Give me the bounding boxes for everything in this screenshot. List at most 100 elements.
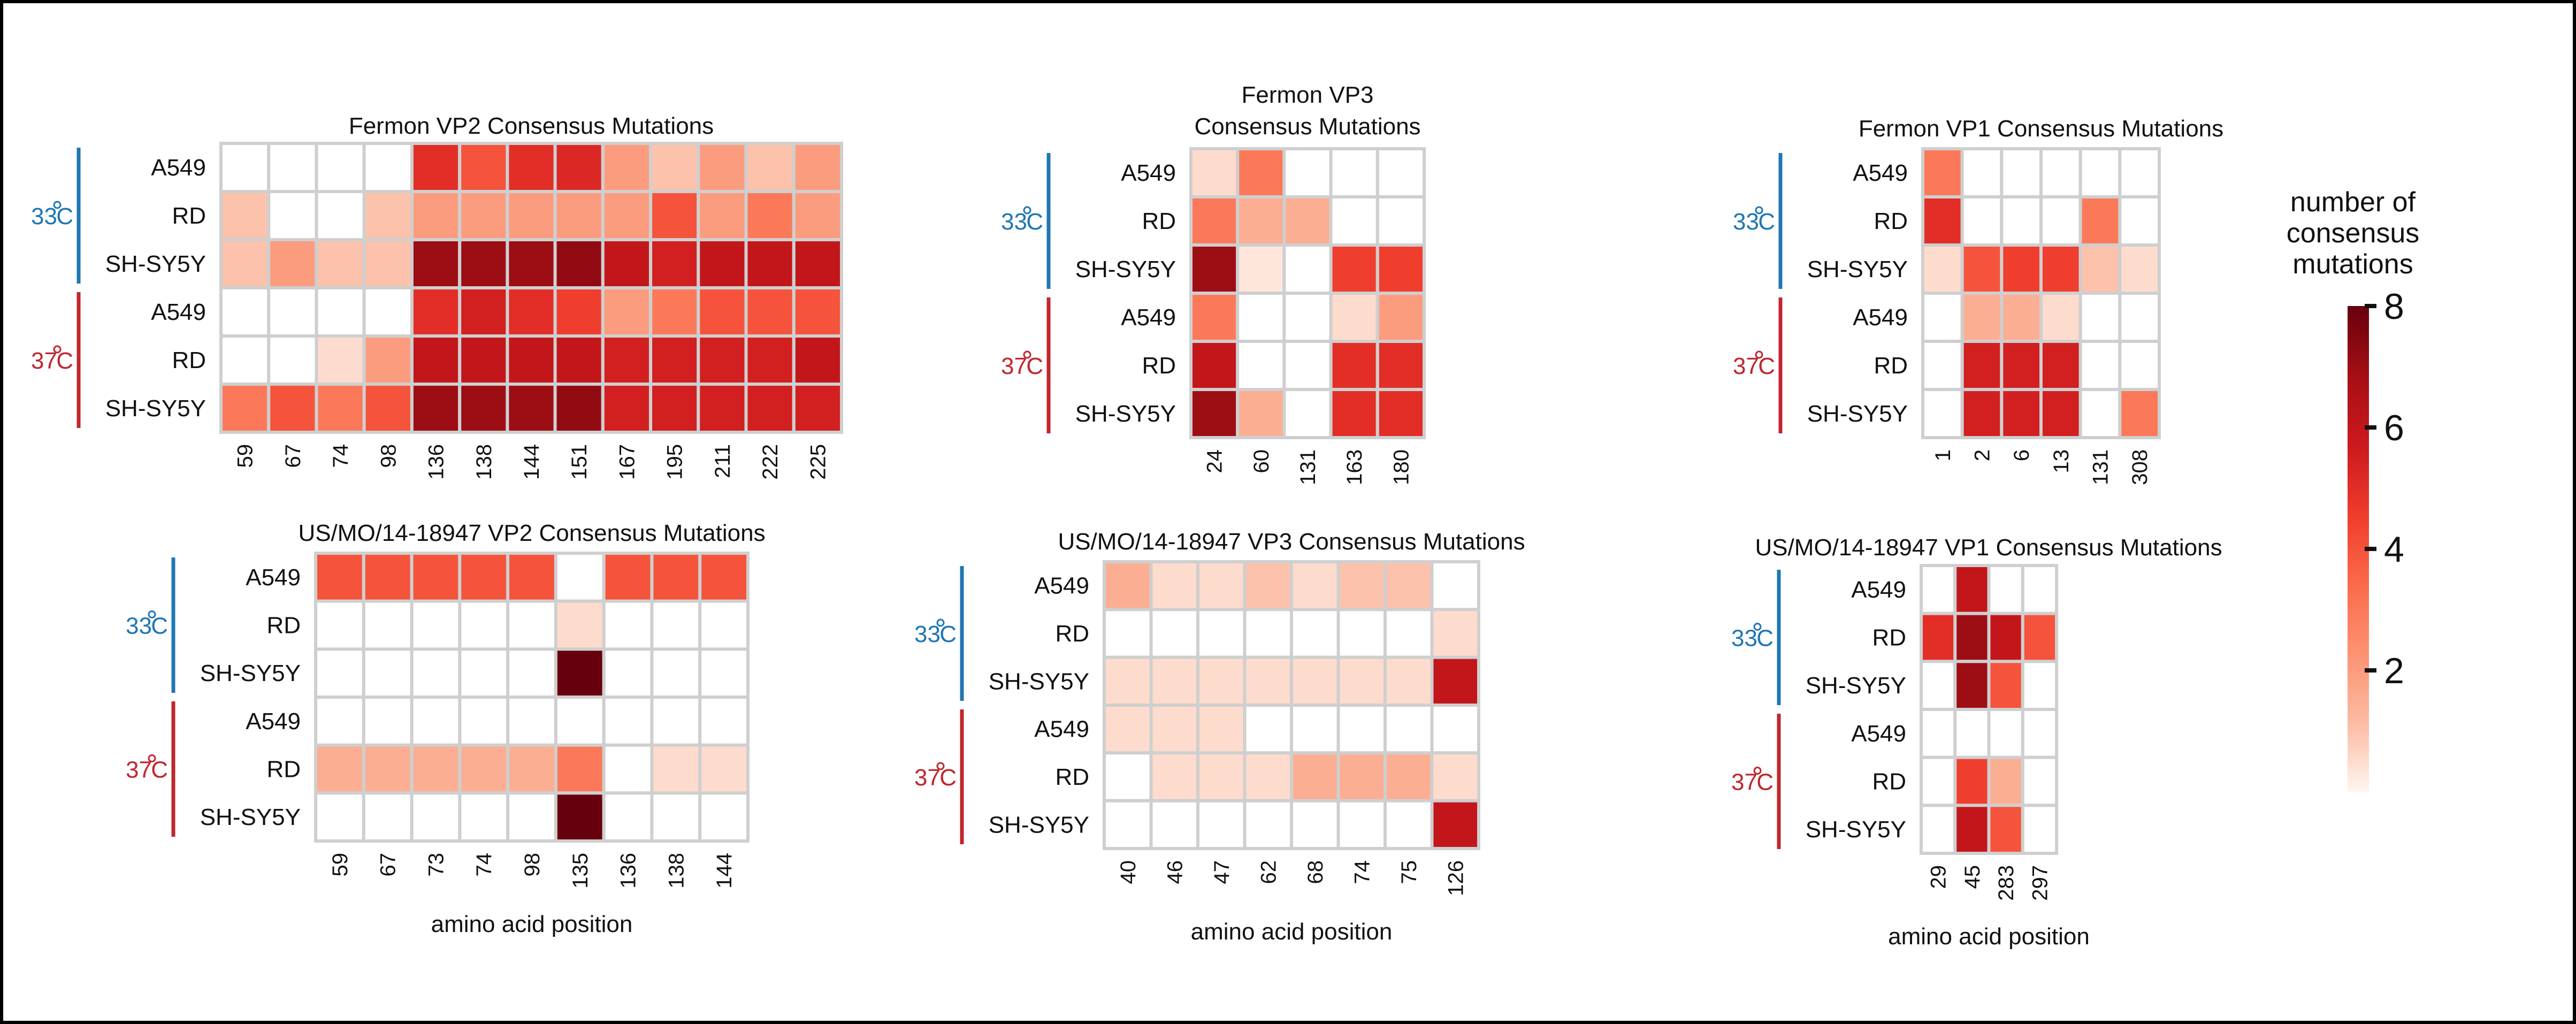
column-tick-label: 40 bbox=[1117, 860, 1140, 884]
heatmap-cell bbox=[1953, 755, 1991, 807]
heatmap-cell bbox=[2039, 292, 2082, 343]
heatmap-cell bbox=[219, 238, 271, 289]
temperature-label: 33 bbox=[1733, 209, 1759, 235]
heatmap-cell bbox=[649, 142, 700, 193]
heatmap-cell bbox=[554, 791, 606, 843]
heatmap-cell bbox=[2039, 340, 2082, 391]
heatmap-cell bbox=[698, 647, 750, 699]
heatmap-cell bbox=[267, 238, 318, 289]
heatmap-cell bbox=[2078, 340, 2122, 391]
column-tick-label: 60 bbox=[1250, 449, 1273, 473]
heatmap-cell bbox=[1960, 388, 2004, 439]
heatmap-cell bbox=[2000, 340, 2043, 391]
heatmap-cell bbox=[744, 383, 796, 434]
heatmap-cell bbox=[1103, 751, 1153, 803]
colorbar-tick-label: 6 bbox=[2384, 408, 2404, 448]
column-tick-label: 74 bbox=[1350, 860, 1374, 884]
heatmap-cell bbox=[744, 142, 796, 193]
heatmap-cell bbox=[315, 142, 366, 193]
heatmap-cell bbox=[410, 286, 462, 338]
heatmap-cell bbox=[650, 599, 702, 651]
heatmap-cell bbox=[1149, 751, 1199, 803]
column-tick-label: 67 bbox=[281, 444, 305, 468]
heatmap-cell bbox=[650, 743, 702, 795]
heatmap-cell bbox=[697, 286, 748, 338]
row-label: SH-SY5Y bbox=[1075, 401, 1176, 427]
heatmap-cell bbox=[219, 286, 271, 338]
heatmap-cell bbox=[1920, 804, 1957, 855]
degree-symbol bbox=[936, 618, 945, 627]
heatmap-cell bbox=[362, 791, 414, 843]
heatmap-cell bbox=[410, 552, 462, 603]
column-tick-label: 136 bbox=[617, 853, 640, 889]
row-label: SH-SY5Y bbox=[1075, 256, 1176, 282]
heatmap-cell bbox=[2000, 292, 2043, 343]
column-tick-label: 297 bbox=[2028, 865, 2052, 901]
heatmap-cell bbox=[2078, 195, 2122, 247]
heatmap-cell bbox=[410, 791, 462, 843]
heatmap-cell bbox=[792, 286, 844, 338]
row-label: A549 bbox=[1853, 160, 1908, 186]
heatmap-cell bbox=[2000, 243, 2043, 295]
heatmap-cell bbox=[1329, 195, 1379, 247]
heatmap-cell bbox=[602, 552, 654, 603]
heatmap-cell bbox=[1236, 147, 1286, 198]
heatmap-cell bbox=[698, 599, 750, 651]
column-tick-label: 74 bbox=[472, 853, 496, 877]
heatmap-cell bbox=[553, 334, 605, 386]
heatmap-cell bbox=[1336, 704, 1387, 755]
column-tick-label: 98 bbox=[521, 853, 544, 877]
heatmap-title: US/MO/14-18947 VP3 Consensus Mutations bbox=[1058, 529, 1525, 555]
heatmap-cell bbox=[2118, 147, 2161, 198]
heatmap-cell bbox=[1290, 799, 1340, 850]
column-tick-label: 73 bbox=[424, 853, 448, 877]
heatmap-cell bbox=[1383, 704, 1434, 755]
heatmap-cell bbox=[1149, 655, 1199, 707]
heatmap-cell bbox=[314, 696, 365, 747]
heatmap-cell bbox=[458, 743, 510, 795]
heatmap-cell bbox=[1987, 660, 2024, 712]
column-tick-label: 2 bbox=[1971, 449, 1994, 461]
heatmap-cell bbox=[458, 647, 510, 699]
heatmap-cell bbox=[506, 238, 557, 289]
heatmap-cell bbox=[314, 599, 365, 651]
column-tick-label: 225 bbox=[806, 444, 830, 480]
column-tick-label: 138 bbox=[664, 853, 688, 889]
heatmap-cell bbox=[1960, 243, 2004, 295]
heatmap-cell bbox=[2000, 147, 2043, 198]
column-tick-label: 195 bbox=[663, 444, 687, 480]
heatmap-cell bbox=[458, 791, 510, 843]
heatmap-cell bbox=[1953, 804, 1991, 855]
heatmap-cell bbox=[1920, 755, 1957, 807]
heatmap-cell bbox=[1921, 195, 1964, 247]
heatmap-title: US/MO/14-18947 VP2 Consensus Mutations bbox=[298, 520, 765, 546]
heatmap-cell bbox=[1920, 660, 1957, 712]
heatmap-cell bbox=[697, 238, 748, 289]
heatmap-cell bbox=[744, 190, 796, 241]
heatmap-cell bbox=[1149, 799, 1199, 850]
heatmap-cell bbox=[362, 647, 414, 699]
column-tick-label: 62 bbox=[1257, 860, 1280, 884]
heatmap-cell bbox=[506, 647, 557, 699]
heatmap-cell bbox=[601, 238, 653, 289]
degree-symbol bbox=[1755, 350, 1763, 359]
heatmap-cell bbox=[1987, 804, 2024, 855]
heatmap-cell bbox=[744, 286, 796, 338]
heatmap-cell bbox=[649, 238, 700, 289]
heatmap-cell bbox=[553, 383, 605, 434]
heatmap-cell bbox=[506, 696, 557, 747]
heatmap-cell bbox=[410, 142, 462, 193]
x-axis-label: amino acid position bbox=[431, 911, 633, 937]
heatmap-cell bbox=[2118, 243, 2161, 295]
heatmap-panel-4: US/MO/14-18947 VP2 Consensus Mutations A5… bbox=[126, 520, 766, 937]
heatmap-cell bbox=[2021, 612, 2059, 663]
column-tick-label: 24 bbox=[1203, 449, 1227, 473]
row-label: A549 bbox=[1121, 160, 1176, 186]
row-label: SH-SY5Y bbox=[1806, 816, 1906, 843]
heatmap-title: Fermon VP1 Consensus Mutations bbox=[1859, 116, 2223, 142]
heatmap-cell bbox=[1987, 708, 2024, 759]
heatmap-cell bbox=[601, 334, 653, 386]
heatmap-cell bbox=[1921, 243, 1964, 295]
heatmap-cell bbox=[2078, 243, 2122, 295]
heatmap-cell bbox=[553, 142, 605, 193]
